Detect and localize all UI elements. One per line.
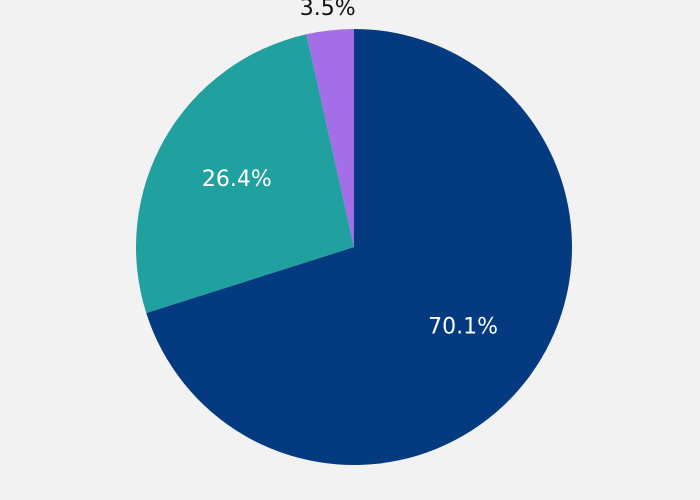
labels-layer: 70.1% 26.4% 3.5% bbox=[202, 0, 498, 339]
pie-slice-3 bbox=[306, 29, 354, 247]
pie-slice-label-1: 70.1% bbox=[428, 314, 498, 339]
pie-slice-label-2: 26.4% bbox=[202, 167, 272, 192]
slices-layer bbox=[135, 29, 572, 465]
pie-slice-2 bbox=[135, 34, 354, 314]
pie-slice-label-3: 3.5% bbox=[300, 0, 356, 21]
pie-slice-1 bbox=[146, 29, 572, 465]
